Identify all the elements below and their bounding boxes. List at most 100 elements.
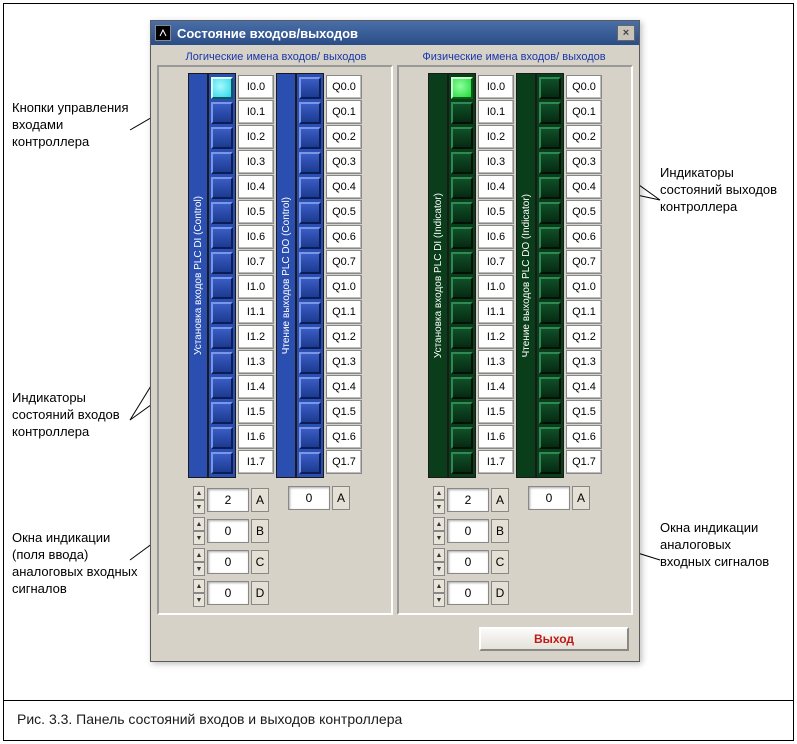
physical-di-btn-6 (451, 227, 473, 249)
physical-di-label-12: I1.4 (478, 375, 514, 399)
section-headers: Логические имена входов/ выходов Физичес… (151, 45, 639, 65)
analog-logical-do-letter-A: A (332, 486, 350, 510)
physical-di-label-13: I1.5 (478, 400, 514, 424)
logical-di-label-11: I1.3 (238, 350, 274, 374)
logical-di-btn-13[interactable] (211, 402, 233, 424)
logical-di-btn-5[interactable] (211, 202, 233, 224)
physical-do-btn-0 (539, 77, 561, 99)
physical-do-label-11: Q1.3 (566, 350, 602, 374)
physical-do-btn-2 (539, 127, 561, 149)
analog-logical-di-stepper-D[interactable]: ▲▼ (193, 579, 205, 607)
bar-logical-do: Чтение выходов PLC DO (Control) (276, 73, 296, 478)
physical-di-btn-14 (451, 427, 473, 449)
analog-logical-do-row-A: 0A (288, 486, 350, 510)
physical-do-label-3: Q0.3 (566, 150, 602, 174)
figure-caption: Рис. 3.3. Панель состояний входов и выхо… (3, 700, 794, 738)
analog-physical-di-row-C: ▲▼0C (433, 548, 509, 576)
logical-di-btn-15[interactable] (211, 452, 233, 474)
analog-physical-di-stepper-B[interactable]: ▲▼ (433, 517, 445, 545)
logical-di-btn-12[interactable] (211, 377, 233, 399)
physical-di-btn-10 (451, 327, 473, 349)
logical-do-label-14: Q1.6 (326, 425, 362, 449)
physical-do-label-13: Q1.5 (566, 400, 602, 424)
analog-physical-di-stepper-C[interactable]: ▲▼ (433, 548, 445, 576)
analog-physical-di-row-D: ▲▼0D (433, 579, 509, 607)
logical-di-btn-3[interactable] (211, 152, 233, 174)
io-state-window: Состояние входов/выходов × Логические им… (150, 20, 640, 662)
analog-physical-di-letter-D: D (491, 581, 509, 605)
physical-di-btn-2 (451, 127, 473, 149)
logical-do-label-8: Q1.0 (326, 275, 362, 299)
logical-do-label-10: Q1.2 (326, 325, 362, 349)
analog-logical-di-value-A[interactable]: 2 (207, 488, 249, 512)
panel-physical: Установка входов PLC DI (Indicator) I0.0… (397, 65, 633, 615)
exit-row: Выход (151, 621, 639, 661)
physical-di-btn-9 (451, 302, 473, 324)
logical-di-btn-6[interactable] (211, 227, 233, 249)
physical-do-btn-4 (539, 177, 561, 199)
logical-di-label-13: I1.5 (238, 400, 274, 424)
physical-do-btn-6 (539, 227, 561, 249)
logical-di-btn-7[interactable] (211, 252, 233, 274)
logical-di-label-12: I1.4 (238, 375, 274, 399)
logical-di-label-10: I1.2 (238, 325, 274, 349)
logical-di-btn-8[interactable] (211, 277, 233, 299)
analog-logical-di-stepper-C[interactable]: ▲▼ (193, 548, 205, 576)
analog-physical-di-row-B: ▲▼0B (433, 517, 509, 545)
physical-do-btn-14 (539, 427, 561, 449)
logical-di-label-2: I0.2 (238, 125, 274, 149)
physical-di-btn-15 (451, 452, 473, 474)
physical-do-btn-3 (539, 152, 561, 174)
physical-do-label-5: Q0.5 (566, 200, 602, 224)
analog-physical-di-value-D[interactable]: 0 (447, 581, 489, 605)
analog-physical-di-stepper-A[interactable]: ▲▼ (433, 486, 445, 514)
physical-di-label-11: I1.3 (478, 350, 514, 374)
analog-physical-di-value-A[interactable]: 2 (447, 488, 489, 512)
logical-do-btn-14 (299, 427, 321, 449)
analog-logical-di-value-B[interactable]: 0 (207, 519, 249, 543)
analog-physical-di-value-B[interactable]: 0 (447, 519, 489, 543)
logical-do-btn-13 (299, 402, 321, 424)
analog-logical-di-stepper-B[interactable]: ▲▼ (193, 517, 205, 545)
logical-di-btn-14[interactable] (211, 427, 233, 449)
logical-di-label-0: I0.0 (238, 75, 274, 99)
physical-do-btn-7 (539, 252, 561, 274)
physical-di-btn-4 (451, 177, 473, 199)
logical-di-btn-10[interactable] (211, 327, 233, 349)
analog-physical-di-letter-C: C (491, 550, 509, 574)
logical-di-btn-9[interactable] (211, 302, 233, 324)
exit-button[interactable]: Выход (479, 627, 629, 651)
logical-do-label-1: Q0.1 (326, 100, 362, 124)
analog-logical-di-value-C[interactable]: 0 (207, 550, 249, 574)
physical-di-label-14: I1.6 (478, 425, 514, 449)
physical-di-btn-8 (451, 277, 473, 299)
analog-logical-di-stepper-A[interactable]: ▲▼ (193, 486, 205, 514)
logical-do-btn-15 (299, 452, 321, 474)
physical-do-btn-12 (539, 377, 561, 399)
physical-do-btn-5 (539, 202, 561, 224)
logical-di-btn-11[interactable] (211, 352, 233, 374)
analog-logical-di-value-D[interactable]: 0 (207, 581, 249, 605)
analog-logical-di-row-C: ▲▼0C (193, 548, 269, 576)
vlabel-di-indicator: Установка входов PLC DI (Indicator) (431, 187, 446, 364)
logical-di-btn-0[interactable] (211, 77, 233, 99)
analog-physical-di-value-C[interactable]: 0 (447, 550, 489, 574)
close-button[interactable]: × (617, 25, 635, 41)
logical-di-btn-1[interactable] (211, 102, 233, 124)
physical-di-label-9: I1.1 (478, 300, 514, 324)
physical-do-label-8: Q1.0 (566, 275, 602, 299)
header-physical: Физические имена входов/ выходов (395, 51, 633, 63)
logical-di-label-5: I0.5 (238, 200, 274, 224)
logical-di-btn-4[interactable] (211, 177, 233, 199)
physical-di-btn-12 (451, 377, 473, 399)
analog-physical-di-stepper-D[interactable]: ▲▼ (433, 579, 445, 607)
logical-do-btn-0 (299, 77, 321, 99)
logical-do-btn-2 (299, 127, 321, 149)
analog-logical-di-row-B: ▲▼0B (193, 517, 269, 545)
logical-do-btn-9 (299, 302, 321, 324)
physical-do-label-9: Q1.1 (566, 300, 602, 324)
physical-di-label-6: I0.6 (478, 225, 514, 249)
strip-logical-do: Чтение выходов PLC DO (Control) Q0.0Q0.1… (276, 73, 362, 607)
logical-di-label-6: I0.6 (238, 225, 274, 249)
logical-di-btn-2[interactable] (211, 127, 233, 149)
